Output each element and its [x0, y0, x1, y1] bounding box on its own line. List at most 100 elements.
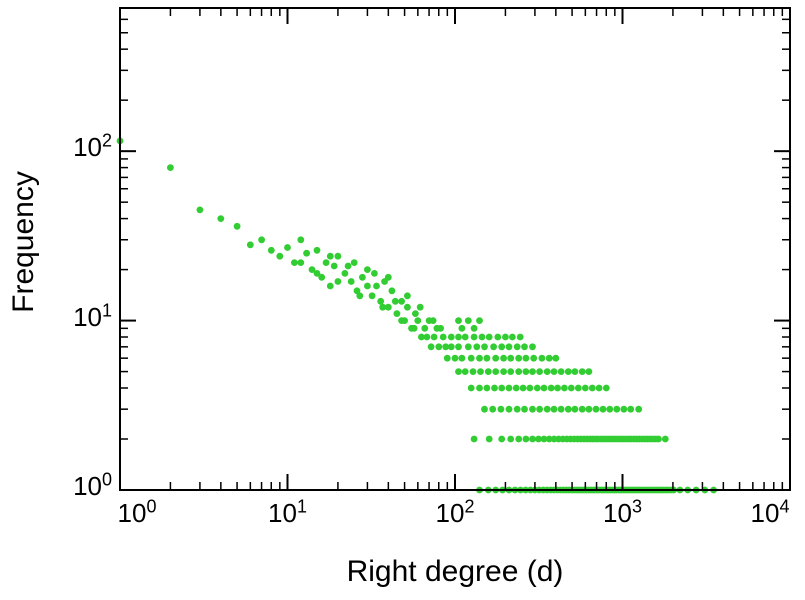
y-tick-label: 100: [26, 470, 112, 499]
data-point: [513, 343, 521, 351]
data-point: [502, 333, 509, 341]
data-point: [498, 343, 506, 351]
tick-exponent: 2: [101, 130, 112, 151]
data-point: [443, 354, 451, 362]
data-point: [217, 215, 225, 223]
data-point: [481, 405, 488, 413]
data-point: [498, 435, 506, 443]
data-point: [592, 405, 600, 413]
data-point: [512, 384, 520, 392]
data-point: [561, 384, 568, 392]
data-point: [377, 297, 385, 305]
data-point: [393, 310, 401, 317]
data-point: [599, 405, 607, 413]
data-point: [341, 270, 349, 277]
data-point: [455, 333, 462, 341]
data-point: [515, 435, 523, 443]
data-point: [303, 249, 310, 257]
data-point: [379, 303, 387, 311]
data-point: [574, 384, 582, 392]
data-point: [308, 266, 316, 273]
data-point: [401, 317, 408, 324]
data-point: [196, 206, 204, 214]
y-tick-label: 102: [26, 130, 112, 163]
data-point: [567, 384, 575, 392]
tick-exponent: 4: [779, 496, 790, 517]
data-point: [246, 241, 254, 249]
x-tick-label: 102: [436, 497, 475, 526]
data-point: [552, 354, 560, 362]
data-point: [429, 317, 437, 324]
data-point: [550, 405, 558, 413]
data-point: [373, 282, 380, 290]
x-tick-label: 104: [751, 497, 790, 526]
data-point: [313, 270, 321, 277]
data-point: [535, 435, 542, 443]
data-point: [410, 324, 418, 332]
data-point: [540, 435, 548, 443]
data-point: [521, 343, 528, 351]
data-point: [585, 405, 593, 413]
data-point: [364, 282, 371, 290]
data-point: [451, 354, 459, 362]
data-point: [353, 287, 361, 295]
data-point: [620, 405, 628, 413]
data-point: [267, 246, 275, 254]
data-point: [458, 354, 466, 362]
data-point: [550, 368, 558, 375]
data-point: [359, 273, 366, 281]
data-point: [571, 405, 579, 413]
data-point: [391, 297, 399, 305]
data-point: [483, 384, 491, 392]
data-point: [585, 368, 593, 375]
data-point: [258, 236, 265, 244]
data-point: [627, 405, 635, 413]
data-point: [500, 368, 507, 375]
data-point: [455, 317, 462, 324]
data-point: [322, 259, 330, 266]
data-point: [470, 324, 478, 332]
data-point: [476, 317, 483, 324]
data-point: [507, 368, 515, 375]
data-point: [461, 368, 469, 375]
data-point: [350, 259, 358, 266]
data-point: [388, 287, 396, 295]
data-point: [505, 343, 513, 351]
data-point: [416, 303, 424, 311]
data-point: [470, 435, 478, 443]
data-point: [330, 262, 338, 270]
data-point: [557, 405, 565, 413]
data-point: [473, 343, 481, 351]
data-point: [368, 292, 376, 300]
data-point: [435, 343, 443, 351]
data-point: [564, 368, 572, 375]
data-point: [571, 368, 579, 375]
tick-base: 10: [603, 498, 632, 528]
x-tick-label: 100: [118, 497, 157, 526]
data-point: [515, 368, 523, 375]
tick-base: 10: [73, 132, 102, 163]
data-point: [635, 405, 643, 413]
data-point: [529, 435, 536, 443]
data-point: [476, 354, 483, 362]
tick-exponent: 0: [146, 496, 157, 517]
plot-border: [119, 7, 791, 491]
data-point: [613, 405, 621, 413]
data-point: [533, 384, 541, 392]
data-point: [447, 343, 455, 351]
y-tick-label: 101: [26, 301, 112, 330]
data-point: [602, 384, 610, 392]
data-point: [334, 252, 342, 260]
data-point: [291, 259, 298, 266]
data-point: [578, 405, 586, 413]
data-point: [356, 292, 364, 300]
data-point: [588, 384, 596, 392]
data-point: [489, 405, 497, 413]
data-point: [513, 405, 521, 413]
data-point: [509, 333, 516, 341]
data-point: [384, 303, 392, 311]
data-point: [437, 324, 444, 332]
data-point: [477, 368, 484, 375]
data-point: [297, 236, 305, 244]
data-point: [529, 343, 536, 351]
